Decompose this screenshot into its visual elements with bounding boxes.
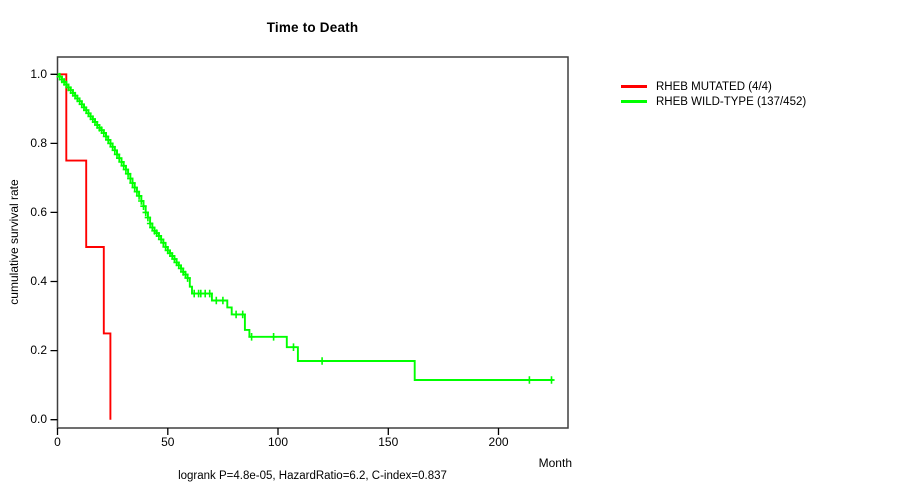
legend-item-0: RHEB MUTATED (4/4) (621, 79, 806, 94)
y-tick-label: 0.6 (30, 204, 47, 219)
x-tick-label: 200 (488, 435, 509, 449)
x-axis-ticks (56, 428, 500, 435)
x-tick-label: 50 (161, 435, 175, 449)
survival-curve-1 (57, 73, 554, 381)
x-axis-title: Month (538, 456, 572, 470)
x-tick-label: 100 (268, 435, 289, 449)
legend-label: RHEB MUTATED (4/4) (656, 80, 772, 93)
x-tick-label: 0 (54, 435, 61, 449)
y-tick-label: 0.4 (30, 274, 47, 289)
legend: RHEB MUTATED (4/4) RHEB WILD-TYPE (137/45… (621, 79, 806, 109)
plot-border (56, 56, 569, 429)
survival-curve-0 (57, 73, 112, 420)
legend-line-swatch (621, 100, 647, 103)
chart-title: Time to Death (266, 20, 359, 35)
censor-marks-1 (56, 72, 555, 384)
legend-item-1: RHEB WILD-TYPE (137/452) (621, 94, 806, 109)
legend-line-swatch (621, 85, 647, 88)
y-axis-ticks (50, 73, 58, 421)
y-tick-label: 0.2 (30, 343, 47, 358)
legend-label: RHEB WILD-TYPE (137/452) (656, 95, 807, 108)
y-tick-label: 0.8 (30, 135, 47, 150)
stats-annotation: logrank P=4.8e-05, HazardRatio=6.2, C-in… (178, 470, 447, 482)
y-tick-label: 0.0 (30, 412, 47, 427)
y-tick-label: 1.0 (30, 66, 47, 81)
x-tick-label: 150 (378, 435, 399, 449)
